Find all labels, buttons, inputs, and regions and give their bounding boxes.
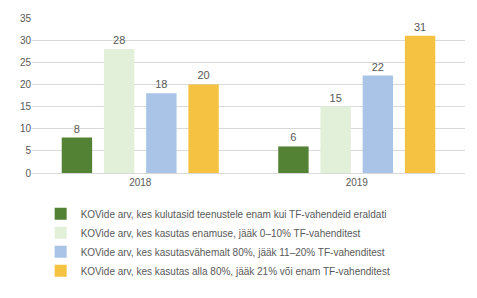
svg-text:2018: 2018 [129, 177, 152, 188]
svg-text:8: 8 [74, 123, 80, 135]
svg-text:0: 0 [25, 168, 31, 179]
svg-text:2019: 2019 [346, 177, 369, 188]
svg-text:30: 30 [20, 35, 32, 46]
svg-text:KOVide arv, kes kasutas enamus: KOVide arv, kes kasutas enamuse, jääk 0–… [81, 228, 361, 239]
svg-text:20: 20 [197, 69, 209, 81]
svg-text:18: 18 [155, 78, 167, 90]
svg-text:25: 25 [20, 57, 32, 68]
svg-text:20: 20 [20, 79, 32, 90]
svg-text:35: 35 [20, 13, 32, 24]
svg-text:KOVide arv, kes kasutasvähemal: KOVide arv, kes kasutasvähemalt 80%, jää… [81, 247, 385, 258]
svg-text:6: 6 [290, 131, 296, 143]
svg-text:22: 22 [372, 61, 384, 73]
svg-text:28: 28 [113, 34, 125, 46]
svg-text:KOVide arv, kes kulutasid teen: KOVide arv, kes kulutasid teenustele ena… [81, 209, 387, 220]
svg-text:10: 10 [20, 123, 32, 134]
svg-text:KOVide arv, kes kasutas alla 8: KOVide arv, kes kasutas alla 80%, jääk 2… [81, 266, 390, 277]
svg-text:15: 15 [330, 92, 342, 104]
svg-text:15: 15 [20, 101, 32, 112]
svg-text:5: 5 [25, 145, 31, 156]
svg-text:31: 31 [414, 21, 426, 33]
